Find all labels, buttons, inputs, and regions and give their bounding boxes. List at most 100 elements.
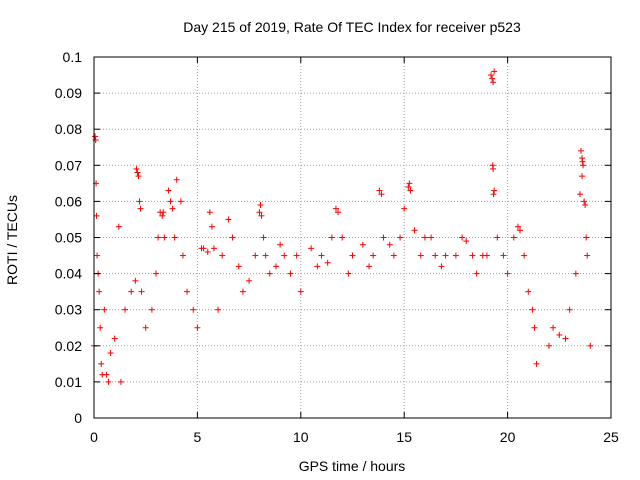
data-point [489, 75, 496, 82]
y-tick-label: 0 [74, 410, 82, 426]
data-point [339, 234, 346, 241]
data-point [407, 187, 414, 194]
data-point [184, 288, 191, 295]
data-point [258, 212, 265, 219]
data-point [584, 252, 591, 259]
data-point [96, 288, 103, 295]
data-point [490, 191, 497, 198]
data-point [366, 263, 373, 270]
data-point [504, 270, 511, 277]
data-point [105, 378, 112, 385]
axis-ticks [93, 56, 612, 419]
data-point [566, 306, 573, 313]
data-point [386, 241, 393, 248]
data-point [92, 133, 99, 140]
data-point [111, 335, 118, 342]
data-point [324, 259, 331, 266]
y-tick-label: 0.03 [55, 302, 82, 318]
data-point [165, 187, 172, 194]
y-tick-label: 0.07 [55, 157, 82, 173]
y-tick-label: 0.06 [55, 193, 82, 209]
data-point [200, 245, 207, 252]
data-point [142, 324, 149, 331]
x-axis-label: GPS time / hours [299, 458, 406, 474]
data-point [401, 205, 408, 212]
data-point [583, 234, 590, 241]
data-point [576, 191, 583, 198]
data-point [405, 183, 412, 190]
data-point [219, 252, 226, 259]
y-tick-label: 0.01 [55, 374, 82, 390]
data-point [525, 288, 532, 295]
x-tick-label: 20 [500, 429, 516, 445]
data-point [97, 324, 104, 331]
data-point [390, 252, 397, 259]
data-point [135, 173, 142, 180]
y-tick-label: 0.1 [63, 49, 83, 65]
data-point [490, 165, 497, 172]
data-point [581, 198, 588, 205]
data-point [500, 252, 507, 259]
data-point [582, 202, 589, 209]
x-tick-label: 25 [603, 429, 619, 445]
data-point [297, 288, 304, 295]
grid-lines [94, 57, 611, 418]
data-point [215, 306, 222, 313]
y-tick-label: 0.04 [55, 266, 82, 282]
chart-title: Day 215 of 2019, Rate Of TEC Index for r… [183, 19, 521, 35]
y-tick-label: 0.08 [55, 121, 82, 137]
data-point [246, 277, 253, 284]
data-point [179, 252, 186, 259]
y-tick-label: 0.05 [55, 230, 82, 246]
data-point [469, 252, 476, 259]
data-point [159, 212, 166, 219]
data-point [260, 234, 267, 241]
data-point [134, 169, 141, 176]
data-point [378, 191, 385, 198]
data-point [359, 241, 366, 248]
data-point [517, 227, 524, 234]
data-point [587, 342, 594, 349]
data-point [349, 252, 356, 259]
data-point [494, 234, 501, 241]
data-point [308, 245, 315, 252]
data-point [380, 234, 387, 241]
data-point [208, 223, 215, 230]
data-point [133, 165, 140, 172]
data-point [229, 234, 236, 241]
data-point [314, 263, 321, 270]
data-point [545, 342, 552, 349]
data-point [578, 147, 585, 154]
data-point [376, 187, 383, 194]
data-point [235, 263, 242, 270]
data-point [210, 245, 217, 252]
y-axis-label: ROTI / TECUs [4, 195, 20, 285]
data-point [107, 350, 114, 357]
data-point [572, 270, 579, 277]
data-point [328, 234, 335, 241]
data-point [421, 234, 428, 241]
data-point [488, 72, 495, 79]
data-point [417, 252, 424, 259]
data-point [148, 306, 155, 313]
data-point [293, 252, 300, 259]
data-point [490, 79, 497, 86]
data-point [428, 234, 435, 241]
data-point [580, 162, 587, 169]
data-point [239, 288, 246, 295]
data-point [173, 176, 180, 183]
data-point [562, 335, 569, 342]
y-tick-label: 0.02 [55, 338, 82, 354]
data-point [204, 248, 211, 255]
data-point [432, 252, 439, 259]
x-tick-label: 0 [90, 429, 98, 445]
x-tick-label: 5 [194, 429, 202, 445]
data-point [579, 173, 586, 180]
data-point [318, 252, 325, 259]
data-point [491, 68, 498, 75]
data-point [266, 270, 273, 277]
data-point [459, 234, 466, 241]
data-point [206, 209, 213, 216]
data-point [411, 227, 418, 234]
